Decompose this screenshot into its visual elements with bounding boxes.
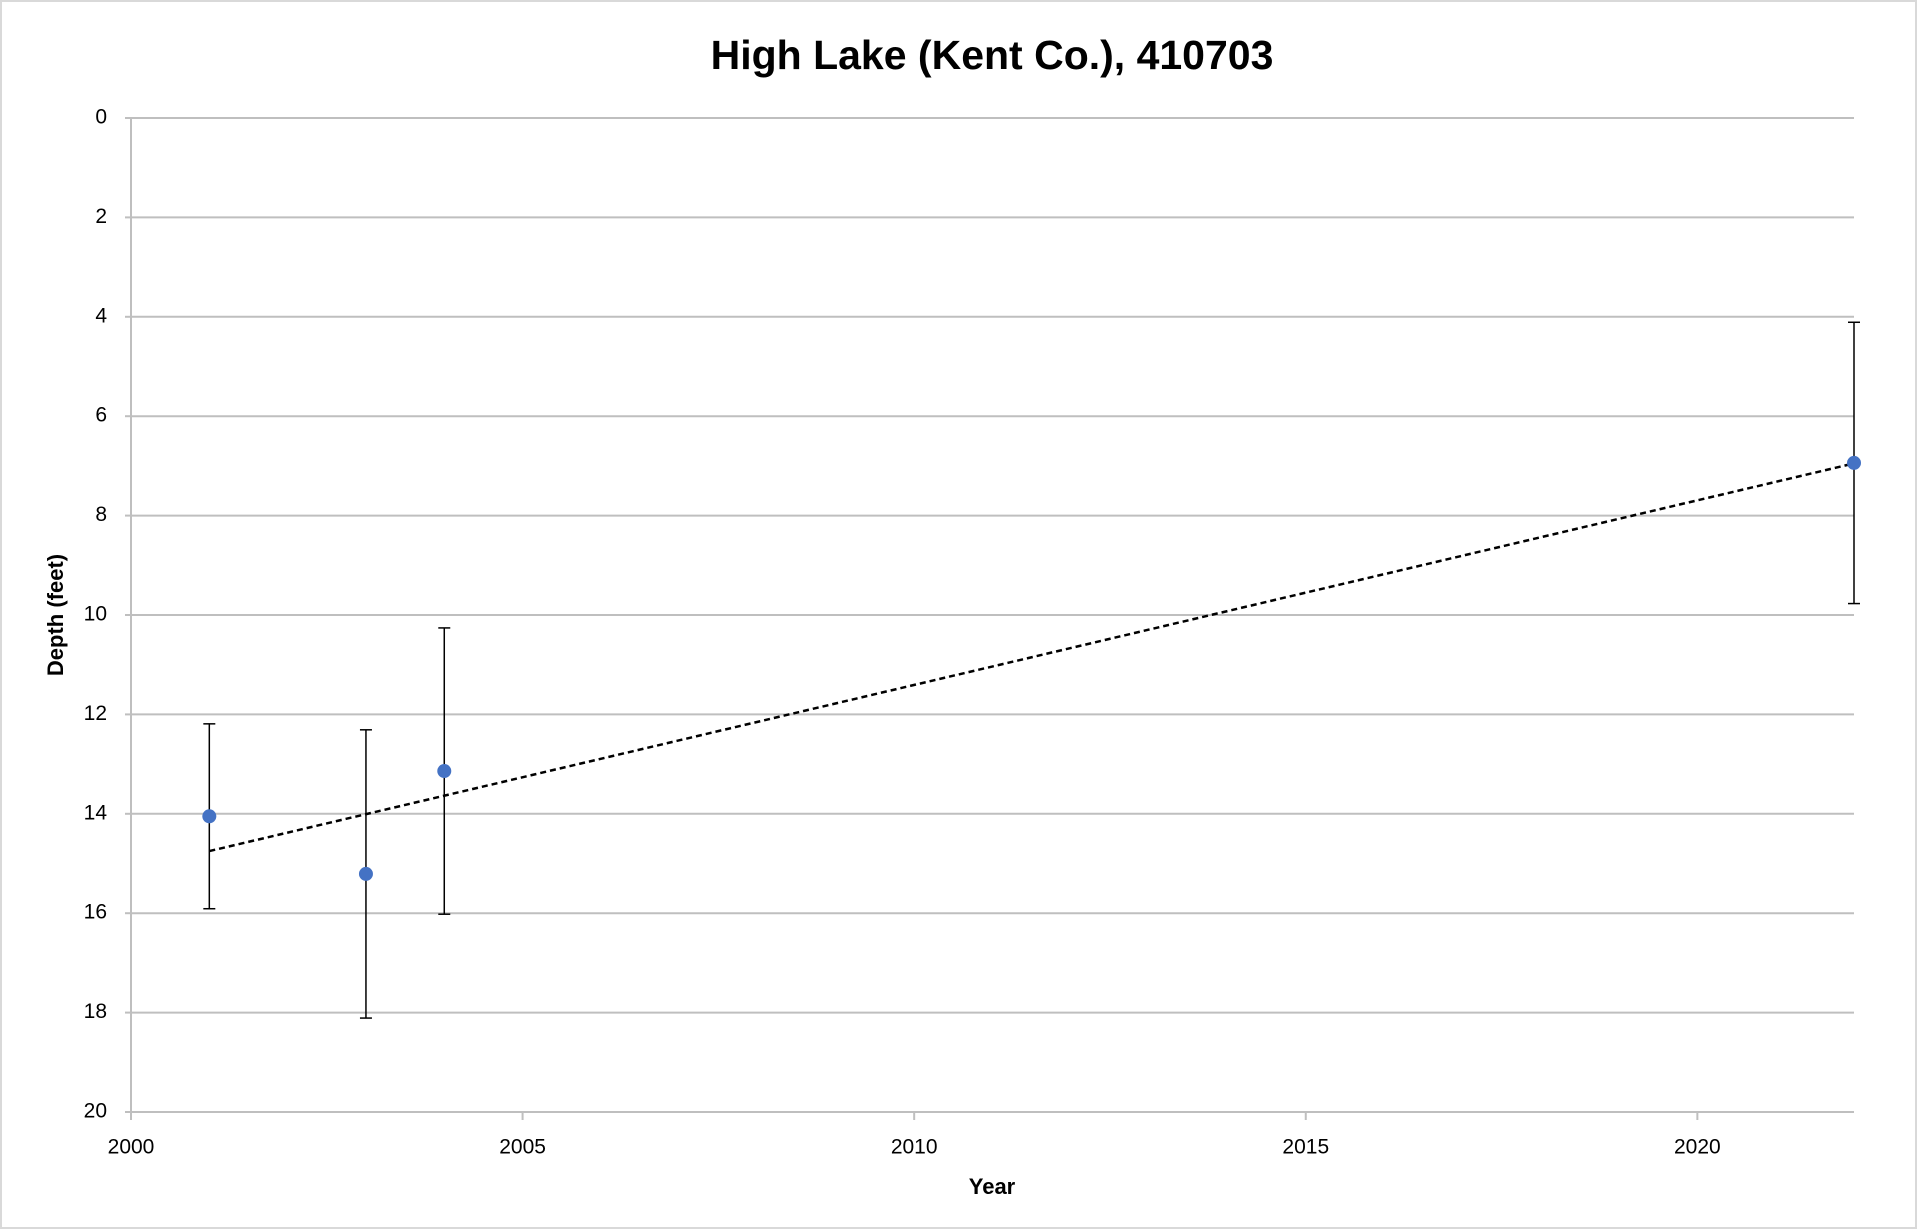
x-tick-label: 2020 [1674,1136,1721,1159]
y-tick-label: 2 [95,205,107,228]
y-tick-label: 12 [84,702,107,725]
data-point [1847,455,1861,470]
x-tick-label: 2000 [108,1136,155,1159]
x-tick-label: 2010 [891,1136,938,1159]
x-tick-label: 2005 [499,1136,546,1159]
data-point [358,866,373,881]
trendline [209,462,1855,853]
y-tick-label: 8 [95,503,107,526]
chart-title: High Lake (Kent Co.), 410703 [711,32,1274,78]
x-axis-label: Year [969,1174,1016,1199]
y-tick-label: 6 [95,404,107,427]
x-tick-label: 2015 [1282,1136,1329,1159]
y-axis-label: Depth (feet) [43,554,68,676]
y-tick-label: 0 [95,106,107,129]
y-tick-label: 10 [84,603,107,626]
data-point [437,764,452,779]
y-tick-label: 18 [84,1000,107,1023]
y-tick-label: 14 [84,801,108,824]
y-tick-label: 4 [95,304,107,327]
y-tick-label: 20 [84,1100,107,1123]
y-tick-label: 16 [84,901,107,924]
data-point [202,809,217,824]
